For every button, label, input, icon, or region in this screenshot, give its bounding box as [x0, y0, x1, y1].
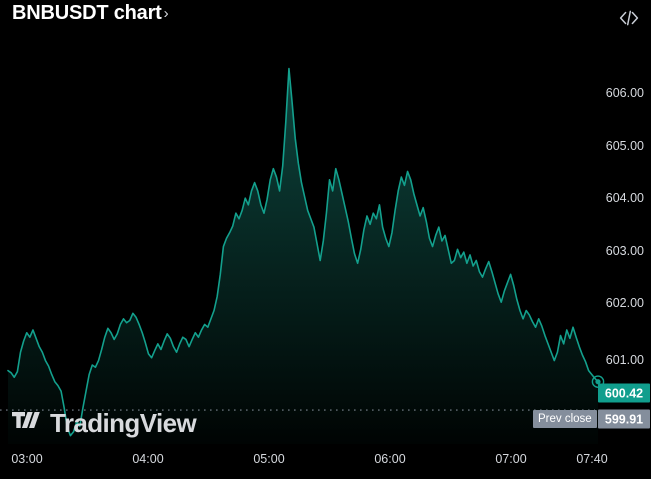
- time-axis[interactable]: 03:00 04:00 05:00 06:00 07:00 07:40: [0, 444, 651, 479]
- time-tick: 07:00: [495, 452, 527, 466]
- chart-header: BNBUSDT chart ›: [0, 0, 651, 38]
- time-tick: 05:00: [253, 452, 285, 466]
- price-area-series: [0, 67, 605, 444]
- chart-title-link[interactable]: BNBUSDT chart ›: [12, 2, 169, 25]
- last-price-marker-dot: [595, 379, 601, 385]
- time-tick: 07:40: [576, 452, 608, 466]
- chart-plot-area[interactable]: [0, 38, 651, 444]
- area-fill: [8, 68, 598, 444]
- prev-close-label: Prev close: [533, 410, 597, 428]
- page-title: BNBUSDT chart: [12, 2, 162, 24]
- time-tick: 04:00: [132, 452, 164, 466]
- time-tick: 03:00: [11, 452, 43, 466]
- price-line: [7, 67, 599, 437]
- code-icon[interactable]: [618, 8, 640, 28]
- chevron-right-icon: ›: [163, 5, 169, 22]
- time-tick: 06:00: [374, 452, 406, 466]
